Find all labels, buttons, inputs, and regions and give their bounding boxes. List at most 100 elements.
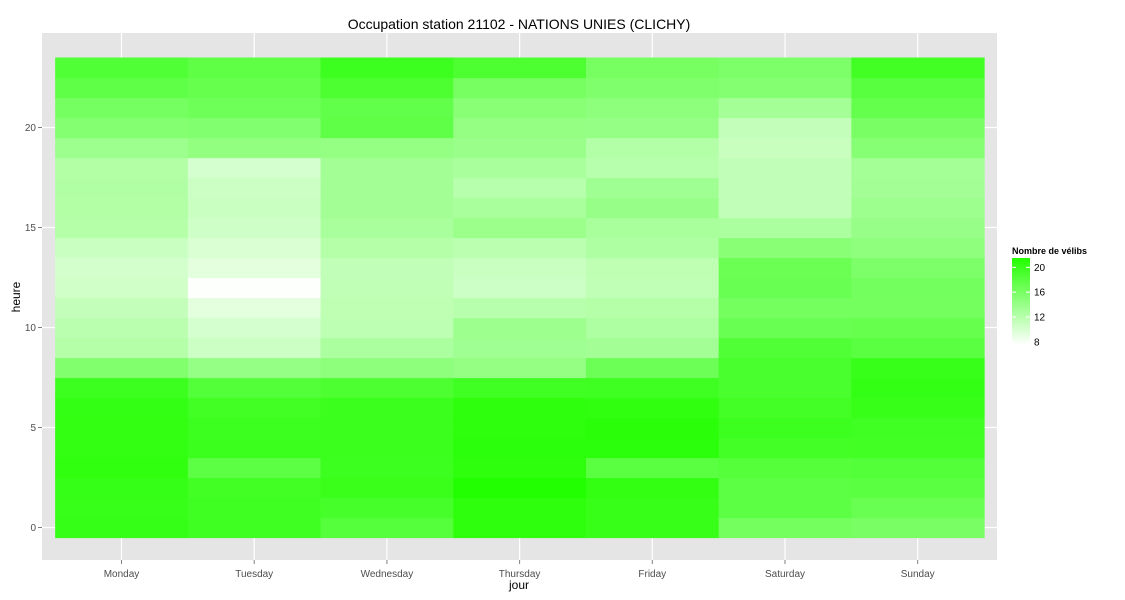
heatmap-cell [320, 237, 454, 259]
heatmap-cell [453, 117, 587, 139]
legend-colorbar [1012, 258, 1030, 345]
heatmap-cell [187, 257, 322, 279]
heatmap-cell [851, 377, 985, 399]
heatmap-cell [187, 417, 322, 439]
heatmap-cell [585, 117, 720, 139]
heatmap-cell [187, 177, 322, 199]
heatmap-cell [55, 437, 189, 459]
heatmap-cell [187, 117, 322, 139]
heatmap-cell [718, 337, 852, 359]
heatmap-cell [851, 337, 985, 359]
heatmap-cell [851, 237, 985, 259]
heatmap-cell [585, 517, 720, 539]
heatmap-cell [718, 97, 852, 119]
legend-title: Nombre de vélibs [1012, 246, 1087, 256]
heatmap-cell [851, 457, 985, 479]
heatmap-cell [718, 357, 852, 379]
heatmap-cell [187, 457, 322, 479]
heatmap-cell [187, 137, 322, 159]
x-axis-title: jour [508, 578, 529, 592]
heatmap-cell [55, 217, 189, 239]
heatmap-cell [851, 317, 985, 339]
heatmap-cell [453, 237, 587, 259]
y-tick-label: 5 [30, 423, 36, 434]
x-tick-label: Sunday [901, 569, 935, 580]
heatmap-cell [851, 177, 985, 199]
heatmap-cell [585, 297, 720, 319]
heatmap-cell [453, 497, 587, 519]
heatmap-cell [453, 377, 587, 399]
heatmap-cell [320, 397, 454, 419]
heatmap-cell [718, 157, 852, 179]
heatmap-cell [453, 177, 587, 199]
chart-title: Occupation station 21102 - NATIONS UNIES… [348, 16, 691, 32]
heatmap-cell [55, 457, 189, 479]
y-tick-label: 20 [25, 123, 37, 134]
heatmap-cell [55, 197, 189, 219]
heatmap-cell [718, 517, 852, 539]
x-tick-label: Friday [638, 569, 666, 580]
heatmap-cell [718, 297, 852, 319]
heatmap-cell [453, 397, 587, 419]
heatmap-cell [453, 197, 587, 219]
heatmap-cell [187, 477, 322, 499]
heatmap-cell [453, 317, 587, 339]
heatmap-cell [320, 497, 454, 519]
legend-label: 8 [1034, 337, 1040, 348]
heatmap-cell [453, 137, 587, 159]
heatmap-cell [55, 377, 189, 399]
heatmap-cell [585, 397, 720, 419]
heatmap-cell [55, 237, 189, 259]
heatmap-cell [320, 117, 454, 139]
heatmap-cell [55, 97, 189, 119]
heatmap-cell [55, 137, 189, 159]
heatmap-cell [55, 297, 189, 319]
heatmap-cell [585, 77, 720, 99]
heatmap-cell [585, 177, 720, 199]
heatmap-cell [718, 177, 852, 199]
heatmap-cell [55, 397, 189, 419]
heatmap-cell [851, 57, 985, 79]
heatmap-cell [585, 337, 720, 359]
heatmap-cell [851, 357, 985, 379]
heatmap-cell [453, 477, 587, 499]
heatmap-cell [320, 197, 454, 219]
heatmap-cell [585, 217, 720, 239]
heatmap-cell [718, 197, 852, 219]
heatmap-cell [718, 457, 852, 479]
heatmap-cell [55, 337, 189, 359]
heatmap-cell [453, 517, 587, 539]
heatmap-cell [718, 377, 852, 399]
heatmap-cell [851, 257, 985, 279]
heatmap-cell [187, 337, 322, 359]
heatmap-cell [453, 257, 587, 279]
heatmap-cell [718, 437, 852, 459]
heatmap-cell [585, 457, 720, 479]
heatmap-cell [453, 417, 587, 439]
x-tick-label: Monday [104, 569, 140, 580]
y-tick-label: 0 [30, 523, 36, 534]
heatmap-cell [851, 437, 985, 459]
heatmap-cell [453, 437, 587, 459]
heatmap-cell [718, 117, 852, 139]
heatmap-cell [453, 157, 587, 179]
heatmap-cell [55, 177, 189, 199]
legend-label: 16 [1034, 288, 1046, 299]
heatmap-cell [453, 337, 587, 359]
heatmap-cell [320, 437, 454, 459]
heatmap-cell [585, 157, 720, 179]
heatmap-cell [320, 277, 454, 299]
heatmap-cell [453, 217, 587, 239]
x-tick-label: Saturday [765, 569, 805, 580]
legend-ticks: 8 12 16 20 [1012, 263, 1046, 348]
heatmap-cell [187, 197, 322, 219]
heatmap-cell [320, 57, 454, 79]
heatmap-cell [585, 357, 720, 379]
heatmap-cell [585, 417, 720, 439]
heatmap-cell [585, 437, 720, 459]
heatmap-cell [320, 137, 454, 159]
heatmap-cell [585, 477, 720, 499]
heatmap-cell [187, 357, 322, 379]
heatmap-cell [55, 497, 189, 519]
